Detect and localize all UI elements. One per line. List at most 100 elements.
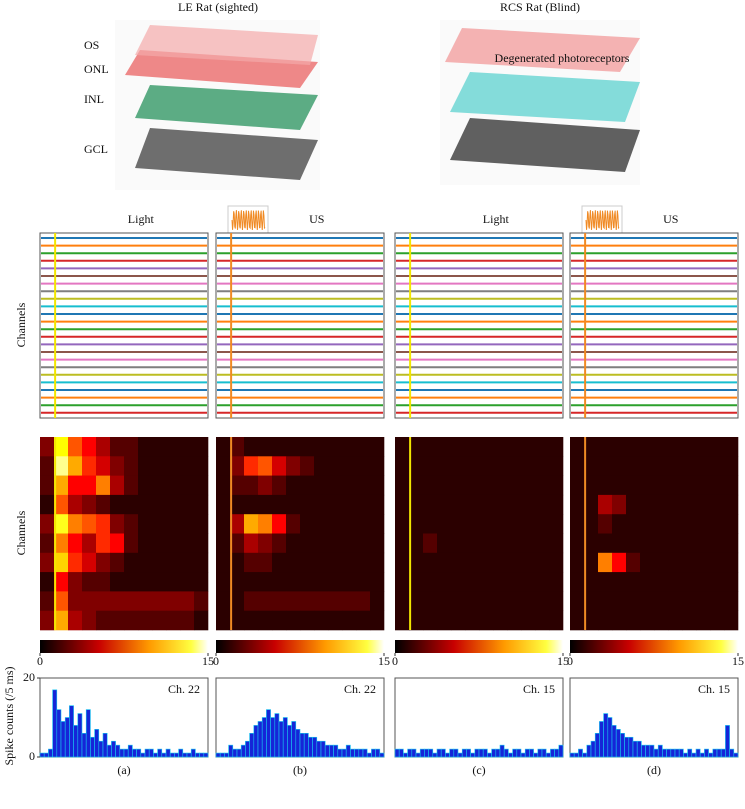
heatmap-cell <box>654 533 669 554</box>
panel-label: (d) <box>647 763 661 777</box>
heatmap-cell <box>549 610 564 631</box>
hist-bar <box>182 752 188 758</box>
heatmap-cell <box>82 610 97 631</box>
heatmap-cell <box>356 456 371 476</box>
hist-bar <box>106 744 112 758</box>
heatmap-cell <box>507 437 522 457</box>
heatmap-cell <box>356 572 371 592</box>
heatmap-cell <box>272 456 287 476</box>
heatmap-cell <box>451 456 466 476</box>
heatmap-cell <box>152 514 167 534</box>
layer-label: ONL <box>84 62 109 76</box>
colorbar <box>40 640 208 653</box>
hist-bar <box>520 752 526 758</box>
hist-bar <box>190 748 196 758</box>
hist-bar <box>85 709 91 758</box>
heatmap-cell <box>682 610 697 631</box>
heatmap-cell <box>96 533 111 554</box>
heatmap-cell <box>194 456 209 476</box>
heatmap-cell <box>465 533 480 554</box>
heatmap-cell <box>654 437 669 457</box>
heatmap-cell <box>342 552 357 573</box>
heatmap-cell <box>682 514 697 534</box>
hist-bar <box>453 748 459 758</box>
heatmap-cell <box>244 572 259 592</box>
heatmap-cell <box>110 475 125 496</box>
heatmap-cell <box>370 514 385 534</box>
hist-bar <box>333 744 339 758</box>
heatmap-cell <box>549 591 564 611</box>
heatmap-cell <box>244 533 259 554</box>
hist-bar <box>350 748 355 758</box>
heatmap-cell <box>180 456 195 476</box>
heatmap-cell <box>710 437 725 457</box>
colorbar <box>395 640 563 653</box>
heatmap-cell <box>244 514 259 534</box>
heatmap-cell <box>521 572 536 592</box>
hist-bar <box>94 729 100 758</box>
heatmap-cell <box>40 514 55 534</box>
heatmap-cell <box>370 533 385 554</box>
hist-bar <box>415 752 421 758</box>
heatmap-cell <box>216 572 231 592</box>
heatmap-cell <box>668 552 683 573</box>
heatmap-cell <box>612 572 627 592</box>
heatmap-cell <box>451 533 466 554</box>
hist-bar <box>299 732 305 758</box>
heatmap-cell <box>244 591 259 611</box>
hist-bar <box>641 744 646 758</box>
colorbar-tick-label: 15 <box>202 654 214 668</box>
hist-bar <box>508 752 513 758</box>
heatmap-cell <box>258 456 273 476</box>
hist-bar <box>90 736 95 758</box>
heatmap-cell <box>640 572 655 592</box>
heatmap-cell <box>654 591 669 611</box>
heatmap-cell <box>152 572 167 592</box>
heatmap-cell <box>244 456 259 476</box>
heatmap-cell <box>521 456 536 476</box>
heatmap-cell <box>724 533 739 554</box>
heatmap-cell <box>682 572 697 592</box>
hist-bar <box>64 717 70 758</box>
heatmap-cell <box>68 494 83 515</box>
heatmap-cell <box>244 494 259 515</box>
heatmap-cell <box>549 437 564 457</box>
heatmap-cell <box>96 572 111 592</box>
hist-bar <box>424 748 429 758</box>
hist-bar <box>499 744 505 758</box>
heatmap-cell <box>521 610 536 631</box>
heatmap-cell <box>54 552 69 573</box>
hist-bar <box>678 748 684 758</box>
colorbar <box>570 640 738 653</box>
heatmap-cell <box>258 514 273 534</box>
stimulus-title: Light <box>483 212 510 226</box>
heatmap-cell <box>507 494 522 515</box>
heatmap-cell <box>356 475 371 496</box>
heatmap-cell <box>110 533 125 554</box>
heatmap-cell <box>668 437 683 457</box>
heatmap-cell <box>682 456 697 476</box>
heatmap-cell <box>272 514 287 534</box>
hist-bar <box>603 713 609 758</box>
heatmap-cell <box>230 494 245 515</box>
heatmap-cell <box>82 456 97 476</box>
heatmap-cell <box>166 552 181 573</box>
hist-bar <box>620 732 625 758</box>
hist-title: Ch. 15 <box>698 682 730 696</box>
heatmap-cell <box>138 610 153 631</box>
heatmap-cell <box>626 591 641 611</box>
hist-bar <box>466 748 471 758</box>
heatmap-cell <box>626 533 641 554</box>
heatmap-cell <box>356 494 371 515</box>
heatmap-cell <box>194 610 209 631</box>
heatmap-cell <box>395 533 410 554</box>
heatmap-cell <box>124 456 139 476</box>
heatmap-cell <box>300 552 315 573</box>
heatmap-cell <box>640 533 655 554</box>
heatmap-cell <box>465 456 480 476</box>
heatmap-cell <box>710 610 725 631</box>
heatmap-cell <box>124 610 139 631</box>
heatmap-cell <box>423 437 438 457</box>
heatmap-cell <box>682 552 697 573</box>
heatmap-cell <box>584 591 599 611</box>
